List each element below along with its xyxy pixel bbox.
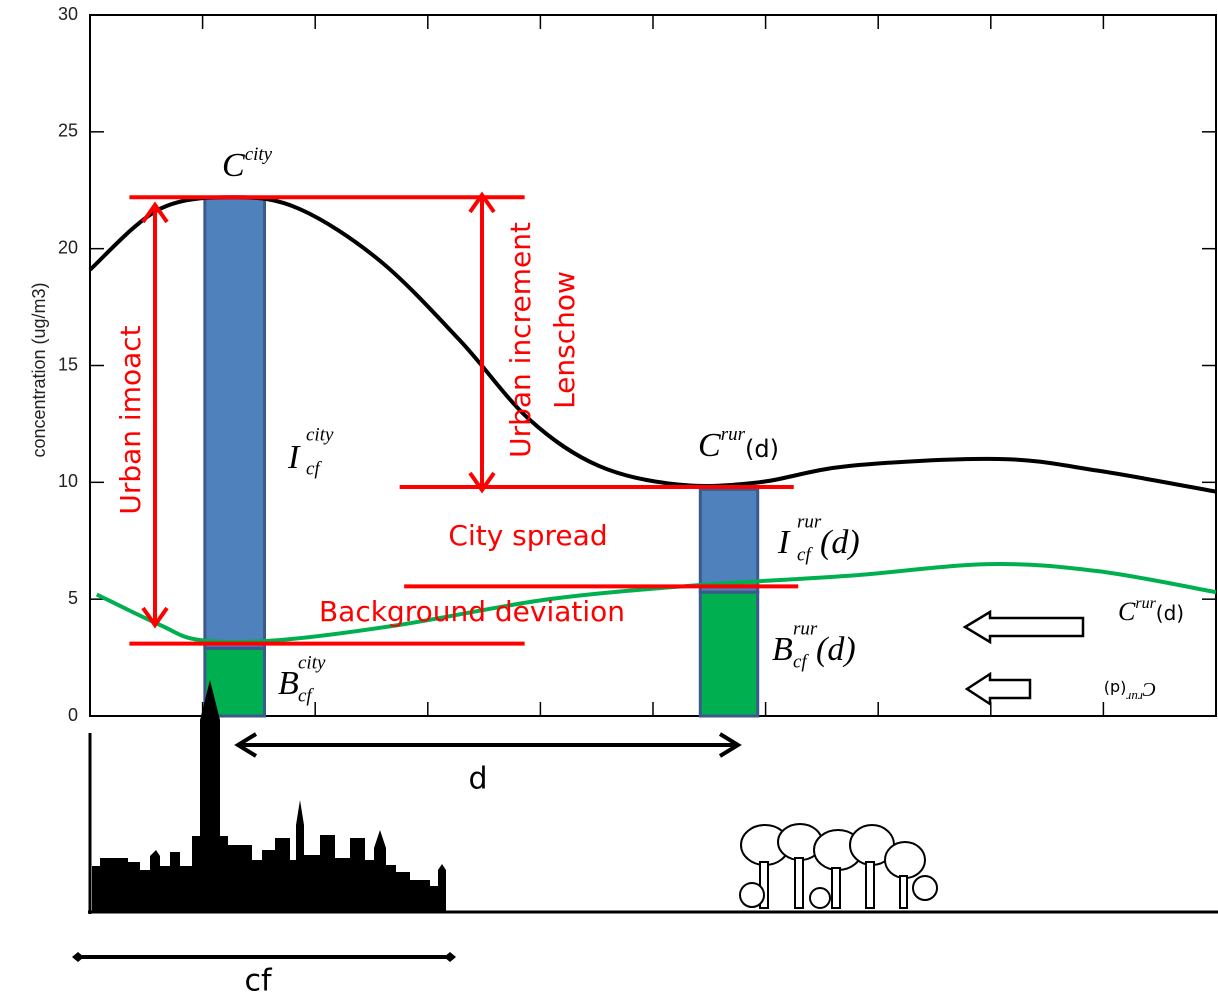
annotation: Urban imoact	[114, 325, 147, 514]
math-label: Ccity	[222, 144, 273, 183]
urban-increment-arrow	[470, 195, 494, 490]
math-label: I	[287, 439, 301, 476]
y-tick-label: 20	[58, 237, 78, 257]
y-tick-label: 0	[68, 705, 78, 725]
math-label: B	[278, 665, 299, 702]
background-bar	[700, 592, 757, 716]
annotation: City spread	[448, 519, 607, 552]
y-tick-label: 25	[58, 121, 78, 141]
math-label: Crur(d)	[1104, 678, 1157, 705]
math-label: cf	[797, 544, 813, 565]
math-label: I	[777, 524, 791, 561]
annotation: cf	[244, 964, 272, 995]
annotation: d	[468, 762, 487, 797]
math-label: city	[306, 424, 334, 445]
math-label: rur	[793, 618, 818, 639]
annotation: Urban increment	[504, 222, 537, 458]
math-label: (d)	[816, 631, 856, 668]
math-label: rur	[797, 511, 822, 532]
flow-arrow	[965, 612, 1083, 642]
math-label: cf	[306, 458, 322, 479]
annotation: Background deviation	[319, 595, 625, 628]
math-label: B	[772, 631, 793, 668]
math-label: cf	[298, 685, 314, 706]
y-axis-label: concentration (ug/m3)	[29, 282, 49, 457]
plot: 0 5 10 15 20 25 30	[58, 4, 1216, 725]
math-label: Crur(d)	[698, 424, 779, 463]
y-tick-label: 10	[58, 471, 78, 491]
annotation: Lenschow	[548, 271, 581, 409]
chart: 0 5 10 15 20 25 30 concentration (ug/m3) Urban…	[0, 0, 1218, 995]
y-tick-label: 30	[58, 4, 78, 24]
math-label: Crur(d)	[1118, 595, 1184, 626]
y-tick-label: 5	[68, 588, 78, 608]
cf-bar	[72, 952, 456, 962]
y-tick-label: 15	[58, 354, 78, 374]
city-skyline	[92, 680, 446, 912]
distance-arrow	[238, 734, 738, 756]
math-label: (d)	[820, 524, 860, 561]
math-label: cf	[793, 651, 809, 672]
trees	[740, 824, 937, 908]
math-label: city	[298, 652, 326, 673]
increment-bar	[205, 197, 265, 648]
increment-bar	[700, 489, 757, 592]
flow-arrow	[967, 674, 1030, 704]
